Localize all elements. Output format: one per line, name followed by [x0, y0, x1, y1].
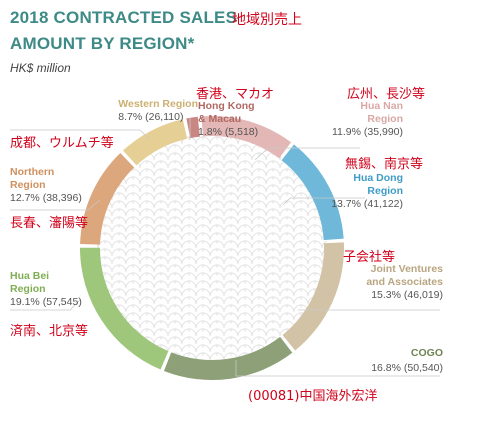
jv-value: 15.3% (46,019) — [371, 289, 443, 301]
huadong-name-1: Hua Dong — [353, 172, 403, 184]
jv-name-2: and Associates — [366, 276, 443, 288]
western-name: Western Region — [118, 98, 198, 110]
slice-hua-bei-region — [80, 247, 169, 370]
leader-line — [10, 299, 81, 311]
huanan-name-1: Hua Nan — [360, 100, 403, 112]
note-cogo: (00081)中国海外宏洋 — [248, 389, 378, 404]
cogo-value: 16.8% (50,540) — [371, 362, 443, 374]
slice-joint-ventures-and-associates — [282, 242, 344, 351]
label-northern-region: Northern Region 12.7% (38,396) — [10, 166, 82, 205]
label-hua-dong-region: Hua Dong Region 13.7% (41,122) — [331, 172, 403, 211]
note-hua-dong: 無錫、南京等 — [345, 157, 424, 172]
leader-line — [282, 197, 365, 206]
leader-line — [10, 199, 101, 211]
label-hua-bei-region: Hua Bei Region 19.1% (57,545) — [10, 270, 82, 309]
jv-name-1: Joint Ventures — [370, 263, 443, 275]
hk-value: 1.8% (5,518) — [198, 126, 259, 138]
label-cogo: COGO 16.8% (50,540) — [371, 347, 443, 375]
label-hua-nan-region: Hua Nan Region 11.9% (35,990) — [332, 100, 403, 139]
note-hong-kong-macau: 香港、マカオ — [196, 87, 275, 102]
huabei-name-1: Hua Bei — [10, 270, 50, 282]
huanan-value: 11.9% (35,990) — [331, 126, 403, 138]
slice-cogo — [163, 336, 293, 380]
label-joint-ventures: Joint Ventures and Associates 15.3% (46,… — [366, 263, 443, 302]
note-northern: 長春、瀋陽等 — [10, 216, 89, 231]
huanan-name-2: Region — [367, 113, 403, 125]
huabei-value: 19.1% (57,545) — [10, 296, 82, 308]
slice-northern-region — [80, 153, 135, 245]
western-value: 8.7% (26,110) — [118, 111, 184, 123]
title-japanese-annotation: 地域別売上 — [232, 12, 302, 28]
hk-name-2: & Macau — [198, 113, 242, 125]
northern-value: 12.7% (38,396) — [10, 192, 82, 204]
northern-name-1: Northern — [10, 166, 55, 178]
slice-hua-dong-region — [281, 144, 344, 241]
huadong-name-2: Region — [367, 185, 403, 197]
leader-line — [235, 360, 440, 377]
label-hong-kong-macau: Hong Kong & Macau 1.8% (5,518) — [198, 100, 258, 139]
hk-name-1: Hong Kong — [198, 100, 255, 112]
chart-title-line1: 2018 CONTRACTED SALES — [10, 8, 238, 27]
cogo-name: COGO — [410, 347, 443, 359]
note-joint-ventures: 子会社等 — [343, 250, 396, 265]
note-western: 成都、ウルムチ等 — [10, 136, 114, 151]
slice-western-region — [122, 119, 188, 166]
northern-name-2: Region — [10, 179, 46, 191]
leader-line — [10, 129, 151, 141]
unit-label: HK$ million — [10, 61, 71, 75]
label-western-region: Western Region 8.7% (26,110) — [118, 98, 198, 124]
huabei-name-2: Region — [10, 283, 46, 295]
huadong-value: 13.7% (41,122) — [331, 198, 403, 210]
chart-title-line2: AMOUNT BY REGION* — [10, 34, 195, 53]
note-hua-bei: 済南、北京等 — [10, 324, 89, 339]
note-hua-nan: 広州、長沙等 — [347, 87, 426, 102]
leader-line — [254, 147, 360, 161]
donut-center-pattern — [97, 133, 327, 363]
